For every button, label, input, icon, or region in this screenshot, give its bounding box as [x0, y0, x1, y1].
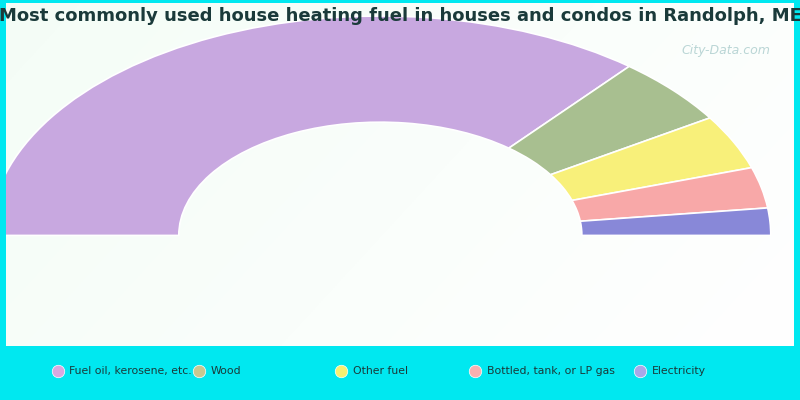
Wedge shape — [550, 118, 752, 200]
Text: City-Data.com: City-Data.com — [681, 44, 770, 57]
Wedge shape — [580, 208, 770, 236]
Text: Electricity: Electricity — [652, 366, 706, 376]
Text: Other fuel: Other fuel — [353, 366, 408, 376]
Text: Most commonly used house heating fuel in houses and condos in Randolph, ME: Most commonly used house heating fuel in… — [0, 7, 800, 25]
Wedge shape — [572, 168, 768, 221]
Wedge shape — [509, 66, 710, 175]
Text: Wood: Wood — [211, 366, 242, 376]
Text: Fuel oil, kerosene, etc.: Fuel oil, kerosene, etc. — [70, 366, 192, 376]
Text: Bottled, tank, or LP gas: Bottled, tank, or LP gas — [486, 366, 614, 376]
Wedge shape — [0, 16, 630, 236]
